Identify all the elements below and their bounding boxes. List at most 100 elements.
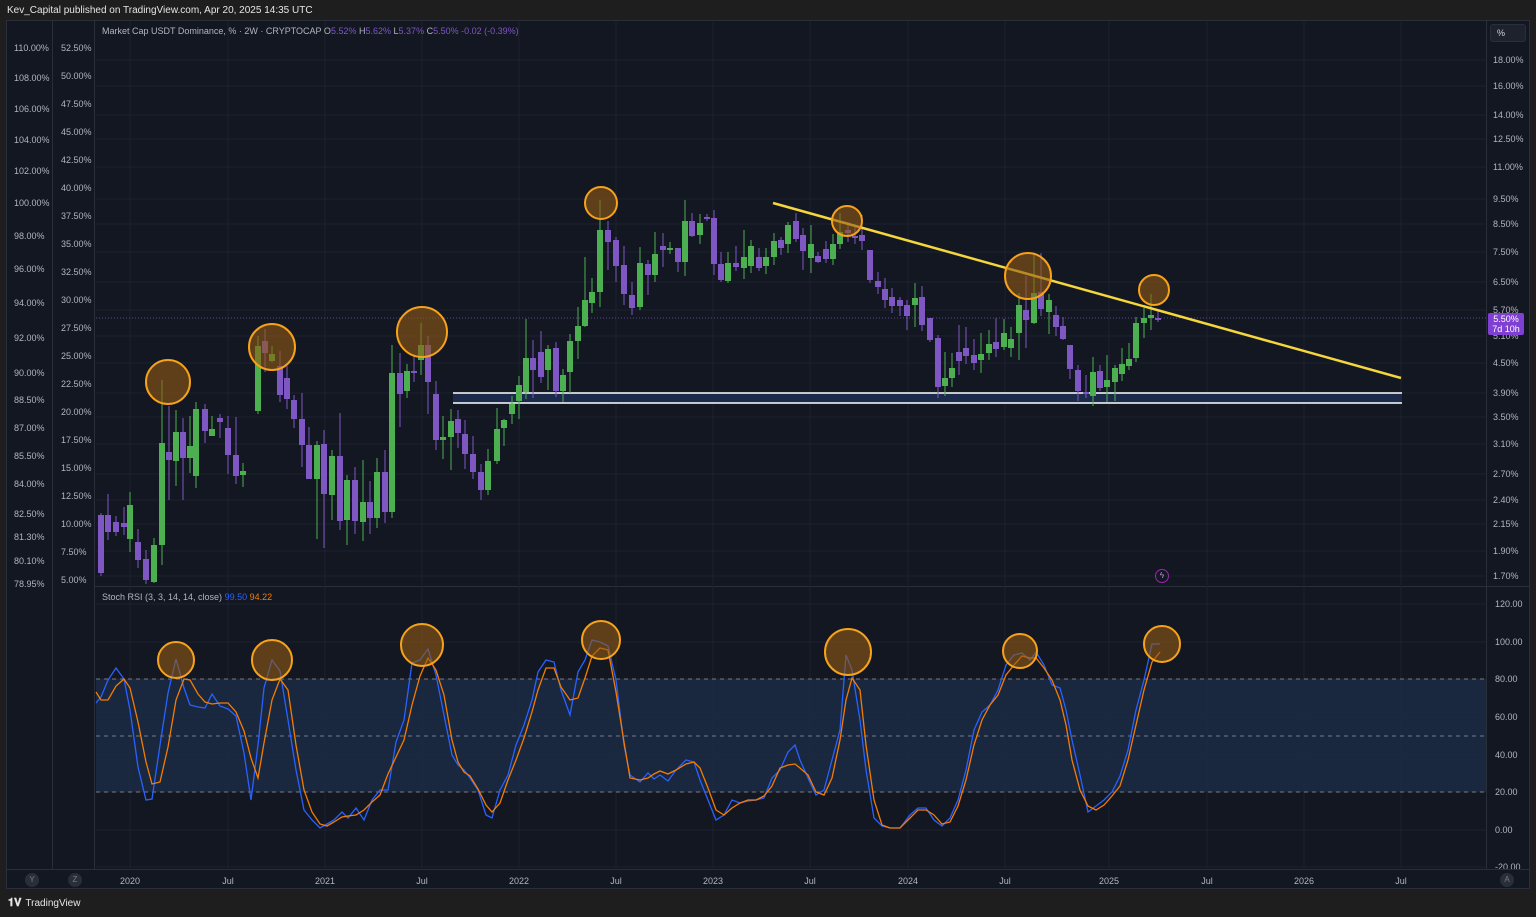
left-axis-tick: 90.00% — [14, 368, 45, 378]
left-axis-tick: 104.00% — [14, 135, 50, 145]
left-axis-tick: 17.50% — [61, 435, 92, 445]
right-axis-tick: 18.00% — [1493, 55, 1524, 65]
left-axis-tick: 27.50% — [61, 323, 92, 333]
right-axis-tick: 1.70% — [1493, 571, 1519, 581]
right-axis-tick: 11.00% — [1493, 162, 1523, 172]
left-axis-tick: 94.00% — [14, 298, 45, 308]
stoch-axis-tick: 120.00 — [1495, 599, 1523, 609]
left-axis-tick: 106.00% — [14, 104, 50, 114]
time-axis-tick: Jul — [1201, 876, 1213, 886]
brand-name: TradingView — [25, 898, 81, 909]
pane-divider[interactable] — [95, 586, 1530, 587]
left-axis-tick: 82.50% — [14, 509, 45, 519]
right-axis-tick: 6.50% — [1493, 277, 1519, 287]
left-axis-tick: 84.00% — [14, 479, 45, 489]
percent-scale-button[interactable]: % — [1490, 24, 1526, 42]
left-axis-tick: 22.50% — [61, 379, 92, 389]
time-axis-tick: Jul — [416, 876, 428, 886]
right-axis-tick: 2.40% — [1493, 495, 1519, 505]
left-axis-tick: 110.00% — [14, 43, 49, 53]
left-axis-tick: 50.00% — [61, 71, 92, 81]
left-axis-tick: 37.50% — [61, 211, 92, 221]
left-axis-tick: 5.00% — [61, 575, 87, 585]
right-axis-tick: 9.50% — [1493, 194, 1519, 204]
stoch-axis-tick: 40.00 — [1495, 750, 1518, 760]
left-axis-tick: 45.00% — [61, 127, 92, 137]
close-value: 5.50% — [433, 26, 459, 36]
high-value: 5.62% — [365, 26, 392, 36]
change-value: -0.02 (-0.39%) — [461, 26, 519, 36]
time-axis-tick: 2026 — [1293, 876, 1315, 886]
left-axis-tick: 35.00% — [61, 239, 92, 249]
left-axis-tick: 80.10% — [14, 556, 45, 566]
left-axis-tick: 15.00% — [61, 463, 92, 473]
z-button[interactable]: Z — [68, 873, 82, 887]
left-price-axis-2[interactable]: 52.50% 50.00% 47.50% 45.00% 42.50% 40.00% 37.5… — [53, 20, 95, 869]
last-price: 5.50% — [1493, 314, 1519, 324]
left-axis-tick: 96.00% — [14, 264, 45, 274]
right-axis-tick: 1.90% — [1493, 546, 1519, 556]
time-axis-tick: Jul — [804, 876, 816, 886]
stoch-rsi-title[interactable]: Stoch RSI (3, 3, 14, 14, close) — [102, 592, 223, 602]
time-axis-tick: 2020 — [119, 876, 141, 886]
right-axis-tick: 7.50% — [1493, 247, 1519, 257]
time-axis-tick: Jul — [1395, 876, 1407, 886]
left-axis-tick: 52.50% — [61, 43, 92, 53]
time-axis-tick: 2022 — [508, 876, 530, 886]
left-axis-tick: 10.00% — [61, 519, 92, 529]
left-axis-tick: 25.00% — [61, 351, 92, 361]
left-axis-tick: 102.00% — [14, 166, 50, 176]
tradingview-logo-icon: 𝟏𝐕 — [8, 897, 22, 909]
stoch-k-value: 99.50 — [224, 592, 248, 602]
symbol-title[interactable]: Market Cap USDT Dominance, % · 2W · CRYP… — [102, 26, 322, 36]
right-axis-tick: 12.50% — [1493, 134, 1524, 144]
stoch-axis-tick: 60.00 — [1495, 712, 1518, 722]
left-axis-tick: 108.00% — [14, 73, 50, 83]
time-axis[interactable]: Y Z A 2020 Jul 2021 Jul 2022 Jul 2023 Jul 2024 Ju… — [6, 869, 1530, 889]
stoch-axis-tick: -20.00 — [1495, 862, 1521, 872]
auto-scale-button[interactable]: A — [1500, 873, 1514, 887]
left-axis-tick: 40.00% — [61, 183, 92, 193]
left-axis-tick: 7.50% — [61, 547, 87, 557]
right-axis-tick: 3.10% — [1493, 439, 1519, 449]
left-axis-tick: 42.50% — [61, 155, 92, 165]
bar-countdown: 7d 10h — [1492, 324, 1520, 334]
left-axis-tick: 78.95% — [14, 579, 45, 589]
right-axis-tick: 3.90% — [1493, 388, 1519, 398]
left-axis-tick: 12.50% — [61, 491, 92, 501]
open-value: 5.52% — [330, 26, 357, 36]
low-value: 5.37% — [398, 26, 425, 36]
right-axis-tick: 14.00% — [1493, 110, 1524, 120]
right-axis-tick: 2.15% — [1493, 519, 1519, 529]
y-button[interactable]: Y — [25, 873, 39, 887]
left-axis-tick: 87.00% — [14, 423, 45, 433]
right-axis-tick: 2.70% — [1493, 469, 1519, 479]
stoch-axis-tick: 20.00 — [1495, 787, 1518, 797]
time-axis-tick: Jul — [999, 876, 1011, 886]
time-axis-tick: 2024 — [897, 876, 919, 886]
last-price-tag: 5.50% 7d 10h — [1488, 313, 1524, 335]
right-price-axis[interactable]: 18.00% 16.00% 14.00% 12.50% 11.00% 9.50% 8.50%… — [1486, 20, 1530, 872]
tradingview-footer: 𝟏𝐕 TradingView — [8, 897, 80, 910]
left-axis-tick: 88.50% — [14, 395, 45, 405]
left-axis-tick: 30.00% — [61, 295, 92, 305]
right-axis-tick: 5.70% — [1493, 305, 1519, 315]
left-axis-tick: 98.00% — [14, 231, 45, 241]
lightning-icon[interactable]: ϟ — [1155, 569, 1169, 583]
symbol-legend: Market Cap USDT Dominance, % · 2W · CRYP… — [102, 26, 519, 36]
stoch-axis-tick: 100.00 — [1495, 637, 1523, 647]
time-axis-tick: Jul — [222, 876, 234, 886]
left-axis-tick: 47.50% — [61, 99, 92, 109]
time-axis-tick: Jul — [610, 876, 622, 886]
left-price-axis-1[interactable]: 110.00% 108.00% 106.00% 104.00% 102.00% 100.0… — [6, 20, 53, 869]
stoch-axis-tick: 80.00 — [1495, 674, 1518, 684]
left-axis-tick: 100.00% — [14, 198, 50, 208]
left-axis-tick: 92.00% — [14, 333, 45, 343]
left-axis-tick: 81.30% — [14, 532, 45, 542]
time-axis-tick: 2025 — [1098, 876, 1120, 886]
time-axis-tick: 2021 — [314, 876, 336, 886]
stoch-d-value: 94.22 — [249, 592, 273, 602]
left-axis-tick: 32.50% — [61, 267, 92, 277]
stoch-axis-tick: 0.00 — [1495, 825, 1513, 835]
